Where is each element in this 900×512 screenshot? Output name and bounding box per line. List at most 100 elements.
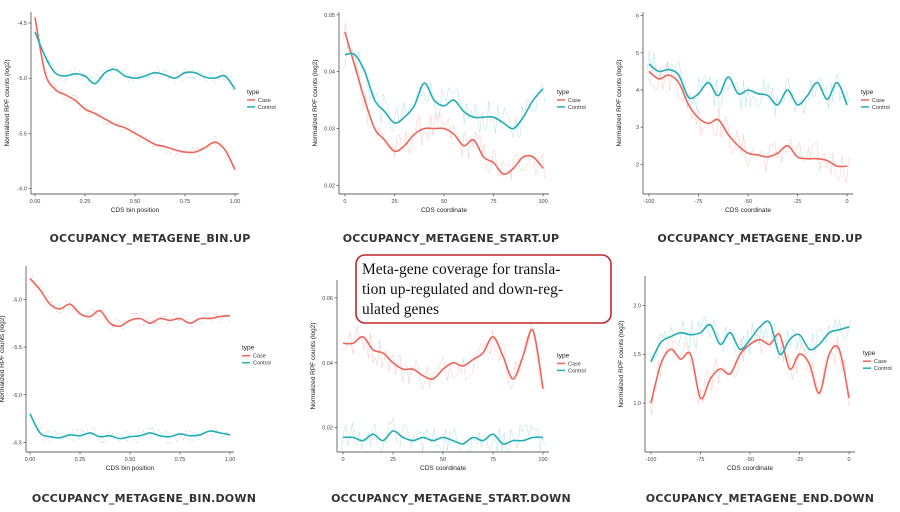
noise-point xyxy=(113,438,116,440)
y-tick-label: 6 xyxy=(636,14,639,20)
x-tick-label: -100 xyxy=(645,457,656,463)
x-tick-label: 25 xyxy=(391,199,397,205)
noise-point xyxy=(143,77,145,79)
x-tick-label: 0 xyxy=(846,199,849,205)
noise-point xyxy=(213,313,215,315)
noise-point xyxy=(158,70,160,72)
x-tick-label: 0.50 xyxy=(125,457,136,463)
x-tick-label: 0.50 xyxy=(130,199,141,205)
noise-point xyxy=(207,434,209,437)
x-tick-label: 0.00 xyxy=(25,457,36,463)
x-tick-label: 0 xyxy=(341,457,344,463)
noise-point xyxy=(144,318,147,320)
noise-point xyxy=(100,441,102,443)
noise-point xyxy=(193,314,195,316)
noise-point xyxy=(82,431,84,433)
x-tick-label: 50 xyxy=(441,199,447,205)
noise-point xyxy=(181,80,183,82)
noise-point xyxy=(127,80,129,82)
chart-panel-5: 0 25 50 75 100 0.02 0.04 0.06 CDS coordinate Norm… xyxy=(310,280,586,505)
x-tick-label: 0.25 xyxy=(75,457,86,463)
noise-point xyxy=(70,101,72,103)
chart-panel-1: 0.00 0.25 0.50 0.75 1.00 -6.0 -5.5 -5.0 -4.5 CDS … xyxy=(4,12,276,245)
noise-point xyxy=(76,97,78,99)
x-tick-label: 100 xyxy=(538,457,547,463)
series-line-control xyxy=(34,31,236,90)
noise-point xyxy=(85,110,87,112)
noise-point xyxy=(192,76,194,79)
panel-title: OCCUPANCY_METAGENE_START.UP xyxy=(343,232,560,245)
noise-point xyxy=(185,147,187,149)
noise-point xyxy=(194,150,196,152)
noise-point xyxy=(73,310,76,312)
noise-point xyxy=(59,78,61,80)
panel-title: OCCUPANCY_METAGENE_START.DOWN xyxy=(331,492,571,505)
series-line-control xyxy=(29,413,231,440)
y-tick-label: 1.0 xyxy=(633,401,641,407)
noise-point xyxy=(40,286,42,288)
noise-point xyxy=(85,82,87,84)
noise-point xyxy=(102,441,104,443)
noise-point xyxy=(78,108,81,110)
noise-point xyxy=(118,122,121,124)
noise-point xyxy=(222,436,224,438)
noise-point xyxy=(125,123,127,125)
noise-point xyxy=(196,69,198,71)
noise-point xyxy=(107,317,109,319)
noise-point xyxy=(92,106,94,108)
noise-point xyxy=(145,76,147,78)
noise-point xyxy=(145,136,147,138)
noise-point xyxy=(216,147,218,149)
noise-point xyxy=(223,79,225,81)
noise-point xyxy=(187,77,189,79)
series-line-control xyxy=(344,52,544,130)
noise-point xyxy=(59,93,61,95)
noise-point xyxy=(111,325,113,327)
x-tick-label: -75 xyxy=(694,199,702,205)
noise-point xyxy=(93,429,96,431)
x-tick-label: -50 xyxy=(744,199,752,205)
noise-point xyxy=(196,148,198,150)
noise-point xyxy=(45,71,47,74)
noise-point xyxy=(169,152,172,154)
legend-title: type xyxy=(247,89,260,96)
x-tick-label: 0.25 xyxy=(80,199,91,205)
noise-point xyxy=(71,430,73,432)
noise-point xyxy=(60,439,62,441)
noise-point xyxy=(100,309,102,311)
noise-point xyxy=(125,73,127,75)
noise-point xyxy=(167,150,169,152)
noise-point xyxy=(211,320,213,322)
noise-point xyxy=(204,315,206,317)
noise-point xyxy=(185,73,187,75)
noise-point xyxy=(101,112,103,114)
y-tick-label: 0.04 xyxy=(324,70,335,76)
noise-point xyxy=(163,69,165,72)
noise-point xyxy=(103,75,105,77)
noise-point xyxy=(202,322,204,324)
noise-point xyxy=(214,82,216,84)
x-tick-label: 75 xyxy=(490,457,496,463)
noise-trace-case xyxy=(342,23,546,180)
x-tick-label: -25 xyxy=(796,457,804,463)
noise-point xyxy=(125,320,127,322)
y-tick-label: 0.05 xyxy=(324,13,335,19)
panel-title: OCCUPANCY_METAGENE_END.UP xyxy=(657,232,862,245)
noise-point xyxy=(132,80,134,82)
noise-point xyxy=(156,66,158,68)
series-line-case xyxy=(648,70,848,168)
noise-point xyxy=(205,80,207,82)
noise-point xyxy=(153,322,155,324)
y-axis-label: Normalized RPF counts (log2) xyxy=(4,59,11,146)
noise-point xyxy=(131,313,133,315)
x-tick-label: -100 xyxy=(643,199,654,205)
noise-point xyxy=(173,313,175,315)
noise-point xyxy=(29,281,31,283)
legend-title: type xyxy=(557,352,570,359)
noise-point xyxy=(189,430,191,432)
noise-point xyxy=(98,315,100,317)
noise-point xyxy=(109,329,111,331)
noise-point xyxy=(138,140,140,142)
series-line-case xyxy=(29,277,231,328)
noise-point xyxy=(183,154,185,156)
